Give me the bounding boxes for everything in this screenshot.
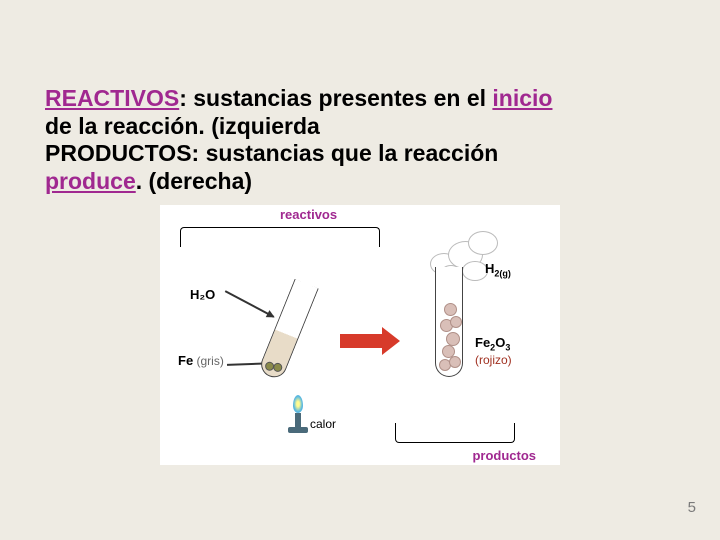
burner-stem (295, 413, 301, 427)
fe2o3-sub2: 3 (505, 343, 510, 353)
fe2o3-label: Fe2O3 (475, 335, 510, 353)
burner-base (288, 427, 308, 433)
fe2o3-fe: Fe (475, 335, 490, 350)
arrow-body (340, 334, 382, 348)
h2-label: H2(g) (485, 261, 511, 279)
prod-text-2: . (derecha) (136, 168, 252, 194)
fe-text: Fe (178, 353, 193, 368)
rojizo-label: (rojizo) (475, 353, 512, 367)
h2-text: H (485, 261, 494, 276)
cloud-part (468, 231, 498, 255)
inicio-term: inicio (492, 85, 552, 111)
h2o-label: H₂O (190, 287, 215, 302)
oxide-particle-icon (444, 303, 457, 316)
oxide-particle-icon (446, 332, 460, 346)
reactivos-bracket (180, 227, 380, 247)
fe2o3-o: O (495, 335, 505, 350)
produce-term: produce (45, 168, 136, 194)
arrow-head (382, 327, 400, 355)
page-number: 5 (688, 499, 696, 516)
fe-gris: (gris) (193, 354, 224, 368)
calor-label: calor (310, 417, 336, 431)
productos-diagram-label: productos (472, 448, 536, 463)
reac-text-1: sustancias presentes en el (193, 85, 492, 111)
test-tube-left (257, 279, 319, 381)
bunsen-burner-icon (286, 395, 310, 433)
reactivos-definition: REACTIVOS: sustancias presentes en el in… (45, 85, 675, 113)
test-tube-right (435, 267, 463, 377)
iron-particle-icon (272, 362, 284, 374)
reaction-diagram: reactivos H₂O Fe (gris) calor (160, 205, 560, 465)
oxide-particle-icon (449, 356, 461, 368)
slide-content: REACTIVOS: sustancias presentes en el in… (0, 0, 720, 465)
flame-icon (293, 395, 303, 413)
fe-label: Fe (gris) (178, 353, 224, 368)
h2o-arrow (225, 291, 275, 319)
productos-bracket (395, 423, 515, 443)
colon: : (179, 85, 193, 111)
produce-line: produce. (derecha) (45, 168, 675, 196)
reaction-arrow-icon (340, 330, 400, 352)
oxide-particle-icon (450, 316, 462, 328)
reac-text-2: de la reacción. (izquierda (45, 113, 675, 141)
productos-definition: PRODUCTOS: sustancias que la reacción (45, 140, 675, 168)
reactivos-term: REACTIVOS (45, 85, 179, 111)
h2-sub: 2(g) (494, 269, 511, 279)
reactivos-diagram-label: reactivos (280, 207, 337, 222)
